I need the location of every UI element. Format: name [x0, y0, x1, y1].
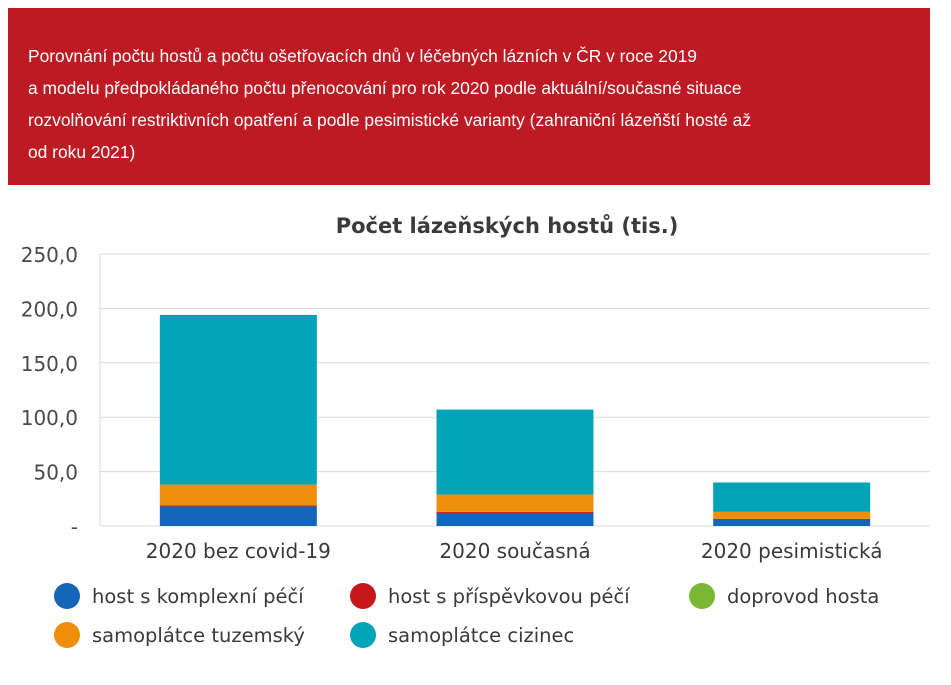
y-tick-label: - [71, 515, 78, 539]
bar-segment [159, 314, 317, 485]
bar-segment [713, 519, 871, 526]
stacked-bar-chart: Počet lázeňských hostů (tis.) - 50,0 100,0… [21, 214, 930, 563]
bar-segment [159, 484, 317, 506]
y-axis-ticks: - 50,0 100,0 150,0 200,0 250,0 [21, 243, 78, 539]
bar-segment [159, 506, 317, 526]
y-tick-label: 100,0 [21, 406, 78, 430]
bar-segment [436, 511, 594, 513]
chart-title: Počet lázeňských hostů (tis.) [336, 214, 679, 238]
x-axis-ticks: 2020 bez covid-19 2020 současná 2020 pesim… [146, 539, 883, 563]
x-tick-label: 2020 pesimistická [701, 539, 883, 563]
bar-segment [713, 518, 871, 520]
bar-segment [713, 482, 871, 512]
y-tick-label: 150,0 [21, 352, 78, 376]
y-tick-label: 200,0 [21, 297, 78, 321]
x-tick-label: 2020 bez covid-19 [146, 539, 331, 563]
x-tick-label: 2020 současná [439, 539, 590, 563]
bar-segment [436, 494, 594, 512]
bar-segment [713, 511, 871, 519]
y-tick-label: 50,0 [33, 461, 78, 485]
caption-text: Porovnání počtu hostů a počtu ošetřovací… [28, 46, 752, 162]
bars [159, 314, 871, 526]
caption-banner: Porovnání počtu hostů a počtu ošetřovací… [8, 8, 930, 185]
bar-segment [159, 505, 317, 507]
y-tick-label: 250,0 [21, 243, 78, 267]
bar-segment [436, 409, 594, 495]
bar-segment [436, 512, 594, 526]
